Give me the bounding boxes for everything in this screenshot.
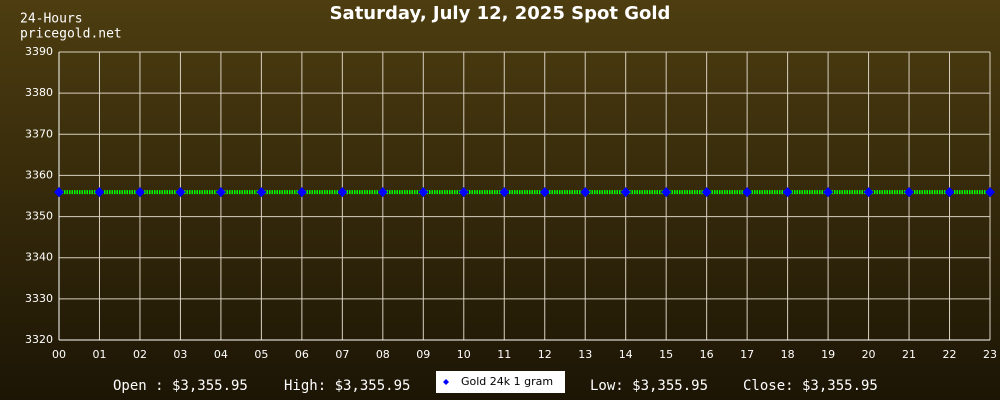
legend-box xyxy=(436,371,565,393)
point-marker xyxy=(296,187,307,198)
y-tick-label: 3320 xyxy=(25,333,53,346)
x-tick-label: 19 xyxy=(821,348,835,361)
x-tick-label: 09 xyxy=(416,348,430,361)
y-tick-label: 3380 xyxy=(25,86,53,99)
x-tick-label: 18 xyxy=(781,348,795,361)
point-marker xyxy=(701,187,712,198)
x-tick-label: 22 xyxy=(943,348,957,361)
x-tick-label: 15 xyxy=(659,348,673,361)
x-tick-label: 05 xyxy=(254,348,268,361)
y-tick-label: 3330 xyxy=(25,292,53,305)
legend-marker xyxy=(443,379,449,385)
x-tick-label: 11 xyxy=(497,348,511,361)
point-marker xyxy=(944,187,955,198)
y-tick-label: 3390 xyxy=(25,45,53,58)
open-stat: Open : $3,355.95 xyxy=(113,378,248,394)
low-stat: Low: $3,355.95 xyxy=(590,378,708,394)
x-tick-label: 03 xyxy=(173,348,187,361)
x-tick-label: 01 xyxy=(92,348,106,361)
point-marker xyxy=(256,187,267,198)
x-tick-label: 13 xyxy=(578,348,592,361)
y-tick-label: 3370 xyxy=(25,127,53,140)
x-tick-label: 02 xyxy=(133,348,147,361)
x-tick-label: 16 xyxy=(700,348,714,361)
point-marker xyxy=(620,187,631,198)
point-marker xyxy=(904,187,915,198)
point-marker xyxy=(661,187,672,198)
x-tick-label: 10 xyxy=(457,348,471,361)
point-marker xyxy=(539,187,550,198)
period-label: 24-Hours xyxy=(20,12,83,27)
point-marker xyxy=(863,187,874,198)
x-tick-label: 12 xyxy=(538,348,552,361)
x-tick-label: 00 xyxy=(52,348,66,361)
point-marker xyxy=(337,187,348,198)
point-marker xyxy=(175,187,186,198)
x-tick-label: 08 xyxy=(376,348,390,361)
legend-label: Gold 24k 1 gram xyxy=(461,375,553,388)
high-stat: High: $3,355.95 xyxy=(284,378,410,394)
point-marker xyxy=(54,187,64,198)
x-tick-label: 07 xyxy=(335,348,349,361)
point-marker xyxy=(742,187,753,198)
y-tick-label: 3360 xyxy=(25,168,53,181)
point-marker xyxy=(782,187,793,198)
point-marker xyxy=(985,187,995,198)
y-tick-label: 3340 xyxy=(25,251,53,264)
x-tick-label: 21 xyxy=(902,348,916,361)
point-marker xyxy=(418,187,429,198)
point-marker xyxy=(580,187,591,198)
y-tick-label: 3350 xyxy=(25,210,53,223)
x-tick-label: 06 xyxy=(295,348,309,361)
point-marker xyxy=(134,187,145,198)
point-marker xyxy=(377,187,388,198)
x-tick-label: 14 xyxy=(619,348,633,361)
point-marker xyxy=(215,187,226,198)
x-tick-label: 17 xyxy=(740,348,754,361)
point-marker xyxy=(499,187,510,198)
x-tick-label: 20 xyxy=(862,348,876,361)
source-label: pricegold.net xyxy=(20,27,122,42)
x-tick-label: 23 xyxy=(983,348,997,361)
close-stat: Close: $3,355.95 xyxy=(743,378,878,394)
point-marker xyxy=(823,187,834,198)
x-tick-label: 04 xyxy=(214,348,228,361)
point-marker xyxy=(458,187,469,198)
chart-title: Saturday, July 12, 2025 Spot Gold xyxy=(330,3,671,24)
point-marker xyxy=(94,187,105,198)
